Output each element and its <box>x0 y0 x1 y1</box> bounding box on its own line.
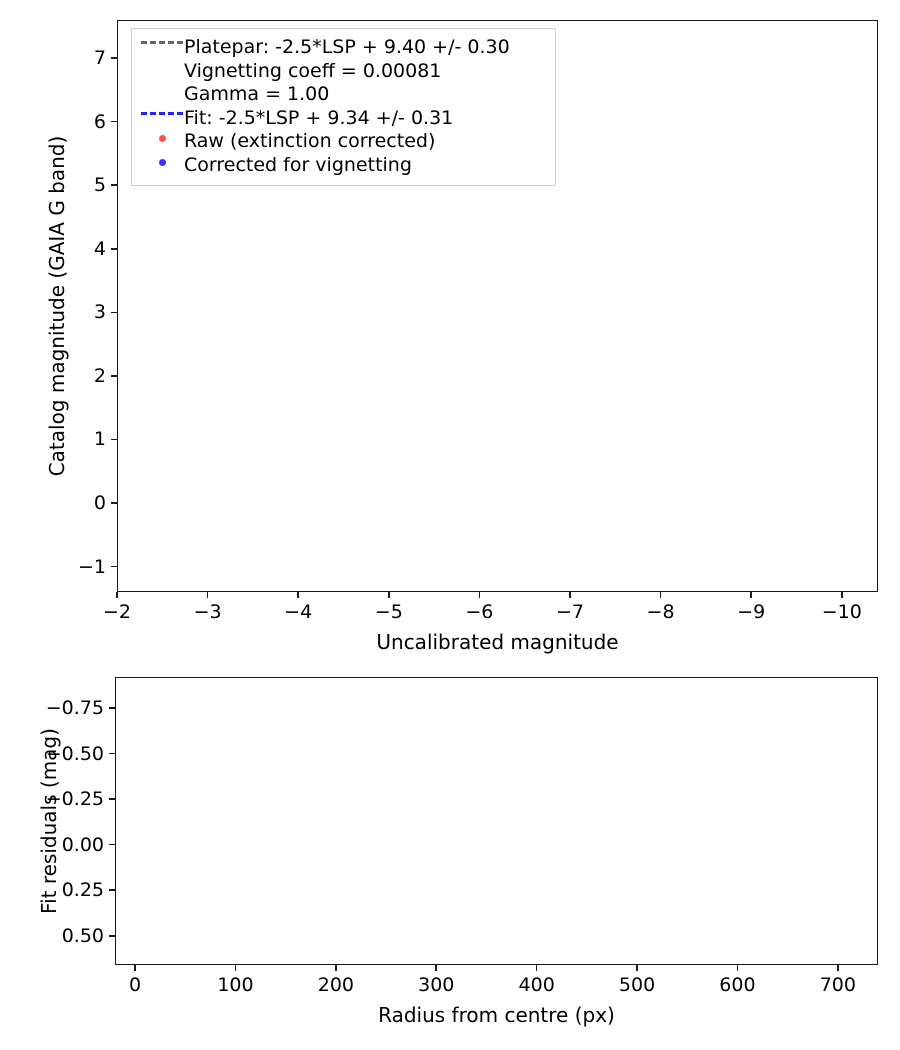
y-tick-label: 2 <box>93 364 106 387</box>
y-tick-label: 0 <box>93 492 106 515</box>
x-tickmark <box>206 592 209 598</box>
y-tickmark <box>111 57 117 59</box>
x-tickmark <box>569 592 571 598</box>
x-tick-label: −8 <box>646 601 675 623</box>
y-axis-title: Fit residuals (mag) <box>37 728 61 914</box>
y-tick-label: 6 <box>93 110 106 133</box>
legend-item-3[interactable]: Corrected for vignetting <box>140 154 545 178</box>
axes-frame-fit-residuals <box>115 677 878 965</box>
x-axis-title: Radius from centre (px) <box>378 1003 615 1027</box>
x-tick-label: 700 <box>819 974 856 996</box>
x-tick-label: 100 <box>217 974 254 996</box>
x-tick-label: −2 <box>102 601 132 623</box>
legend-handle-1 <box>140 111 184 115</box>
legend-item-2[interactable]: Raw (extinction corrected) <box>140 130 545 154</box>
x-tickmark <box>297 592 299 598</box>
y-tick-label: −0.75 <box>45 696 104 719</box>
legend-label-1: Fit: -2.5*LSP + 9.34 +/- 0.31 <box>184 106 454 129</box>
x-tickmark <box>116 592 118 598</box>
dashed-line-swatch <box>141 111 183 115</box>
x-tick-label: 0 <box>129 974 142 996</box>
y-tick-label: 0.50 <box>61 924 104 947</box>
legend-handle-0 <box>140 41 184 44</box>
y-tickmark <box>109 843 115 846</box>
x-tickmark <box>837 965 839 971</box>
y-tickmark <box>109 752 115 755</box>
x-tick-label: −10 <box>821 601 862 623</box>
y-tick-label: 5 <box>93 174 106 197</box>
x-tickmark <box>636 965 638 971</box>
x-tick-label: 500 <box>618 974 656 996</box>
legend-label-2: Raw (extinction corrected) <box>184 130 436 152</box>
x-tick-label: −3 <box>193 601 222 623</box>
x-tickmark <box>234 965 237 971</box>
legend-item-1[interactable]: Fit: -2.5*LSP + 9.34 +/- 0.31 <box>140 107 545 131</box>
y-tick-label: 7 <box>93 47 106 70</box>
y-tick-label: 1 <box>93 428 106 451</box>
y-axis-title: Catalog magnitude (GAIA G band) <box>45 135 69 477</box>
y-tickmark <box>111 438 117 441</box>
x-tick-label: 400 <box>518 974 555 996</box>
legend-item-0[interactable]: Platepar: -2.5*LSP + 9.40 +/- 0.30 Vigne… <box>140 36 545 107</box>
y-tickmark <box>111 311 117 314</box>
x-tickmark <box>435 965 438 971</box>
y-tickmark <box>111 502 117 504</box>
y-tick-label: −0.25 <box>45 788 104 811</box>
x-tick-label: 200 <box>317 974 354 996</box>
x-tickmark <box>535 965 538 971</box>
legend: Platepar: -2.5*LSP + 9.40 +/- 0.30 Vigne… <box>131 28 556 186</box>
y-tickmark <box>109 935 115 937</box>
legend-handle-2 <box>140 135 184 142</box>
y-tick-label: −0.50 <box>45 742 104 765</box>
y-tickmark <box>109 707 115 709</box>
x-tickmark <box>736 965 739 971</box>
legend-handle-3 <box>140 158 184 166</box>
y-tick-label: 0.25 <box>61 879 104 902</box>
x-tick-label: 600 <box>719 974 756 996</box>
x-tickmark <box>478 592 481 598</box>
y-tickmark <box>111 248 117 250</box>
dashed-line-swatch <box>141 41 183 44</box>
y-tickmark <box>111 184 117 187</box>
x-tick-label: −6 <box>465 601 494 623</box>
dot-swatch <box>158 158 166 166</box>
y-tickmark <box>109 798 115 800</box>
y-tick-label: 0.00 <box>61 833 104 856</box>
y-tick-label: 3 <box>93 301 106 324</box>
x-tick-label: −5 <box>374 601 403 623</box>
y-tick-label: −1 <box>77 555 106 578</box>
x-tick-label: −9 <box>737 601 766 623</box>
y-tickmark <box>111 565 117 568</box>
legend-label-3: Corrected for vignetting <box>184 153 412 176</box>
y-tickmark <box>111 120 117 123</box>
x-tickmark <box>750 592 752 598</box>
x-tick-label: −4 <box>284 601 313 623</box>
y-tick-label: 4 <box>93 237 106 260</box>
panel-fit-residuals: 0 100 200 300 400 500 600 700 0.50 0.25 0.00 −0.25 −… <box>37 677 878 1027</box>
dot-swatch <box>158 135 166 142</box>
x-axis-title: Uncalibrated magnitude <box>376 630 619 654</box>
x-tickmark <box>134 965 136 971</box>
x-tickmark <box>387 592 390 598</box>
x-tick-label: −7 <box>555 601 584 623</box>
y-tickmark <box>111 375 117 377</box>
x-tick-label: 300 <box>418 974 455 996</box>
y-tickmark <box>109 889 115 892</box>
x-tickmark <box>335 965 337 971</box>
x-tickmark <box>840 592 843 598</box>
x-tickmark <box>659 592 662 598</box>
legend-label-0: Platepar: -2.5*LSP + 9.40 +/- 0.30 Vigne… <box>184 36 510 105</box>
